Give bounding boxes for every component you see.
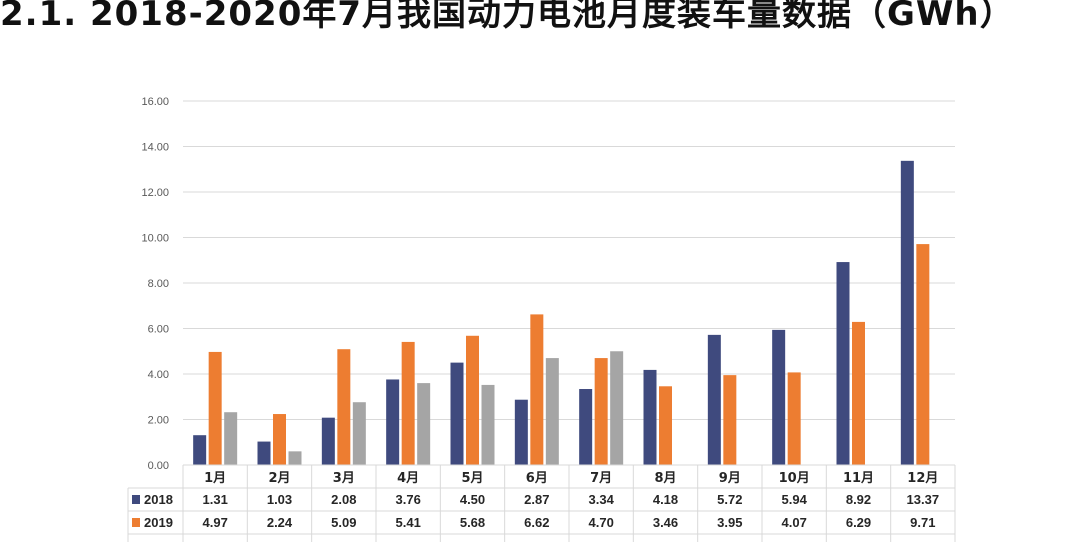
data-label: 13.37	[907, 492, 940, 507]
category-label: 7月	[590, 471, 612, 486]
y-tick-label: 8.00	[148, 278, 169, 290]
bar	[386, 379, 400, 465]
bar	[530, 314, 544, 465]
bar	[257, 441, 271, 465]
bar	[417, 383, 431, 465]
bar	[787, 372, 801, 465]
data-label: 3.34	[589, 492, 615, 507]
y-tick-label: 4.00	[148, 369, 169, 381]
data-label: 5.94	[782, 492, 808, 507]
data-label: 2.24	[267, 515, 293, 530]
data-label: 1.31	[203, 492, 228, 507]
legend-swatch	[132, 495, 140, 504]
data-label: 3.76	[396, 492, 421, 507]
y-tick-label: 10.00	[141, 233, 169, 245]
data-label: 8.92	[846, 492, 871, 507]
y-tick-label: 0.00	[148, 460, 169, 472]
category-label: 8月	[654, 471, 676, 486]
data-label: 2.08	[331, 492, 356, 507]
series-name: 2018	[144, 492, 173, 507]
bar	[659, 386, 672, 465]
data-label: 3.46	[653, 515, 678, 530]
bar	[208, 351, 222, 465]
series-name: 2019	[144, 515, 173, 530]
page-title: 2.1. 2018-2020年7月我国动力电池月度装车量数据（GWh）	[0, 0, 1015, 34]
category-label: 11月	[843, 471, 874, 486]
bar	[610, 351, 624, 465]
bar	[916, 244, 930, 465]
bar	[466, 335, 479, 465]
bar	[321, 417, 335, 465]
data-label: 4.70	[589, 515, 614, 530]
bar	[273, 414, 286, 465]
data-label: 4.97	[203, 515, 228, 530]
data-label: 4.50	[460, 492, 485, 507]
data-label: 9.71	[910, 515, 935, 530]
category-label: 9月	[719, 471, 741, 486]
y-tick-label: 14.00	[141, 142, 169, 154]
data-label: 6.29	[846, 515, 871, 530]
bar	[643, 369, 657, 465]
category-label: 12月	[907, 471, 938, 486]
category-label: 5月	[461, 471, 483, 486]
bar	[450, 362, 464, 465]
data-label: 1.03	[267, 492, 292, 507]
bar	[401, 341, 415, 465]
data-label: 3.95	[717, 515, 742, 530]
data-label: 4.18	[653, 492, 678, 507]
category-label: 2月	[268, 471, 290, 486]
bar	[352, 402, 366, 465]
data-table: 1月 2月 3月 4月 5月 6月 7月 8月 9月 10月 11月 12月 2018 1.31 1.03 2…	[127, 464, 956, 542]
bar	[545, 358, 559, 465]
bar	[481, 384, 495, 465]
data-label: 2.87	[524, 492, 549, 507]
bar	[288, 451, 302, 465]
y-tick-label: 6.00	[148, 324, 169, 336]
bar	[594, 358, 608, 465]
bar	[224, 412, 238, 465]
data-label: 5.41	[396, 515, 421, 530]
data-label: 4.07	[782, 515, 807, 530]
y-tick-label: 2.00	[148, 415, 169, 427]
bar	[579, 389, 593, 465]
bar	[836, 262, 850, 465]
bar	[707, 334, 721, 465]
bar	[514, 399, 528, 465]
legend-swatch	[132, 518, 140, 527]
y-tick-label: 16.00	[141, 96, 169, 108]
bars	[193, 160, 930, 465]
category-label: 4月	[397, 471, 419, 486]
bar	[772, 329, 786, 465]
y-axis-ticks: 0.00 2.00 4.00 6.00 8.00 10.00 12.00 14.00 16.00	[141, 96, 169, 472]
category-label: 1月	[204, 471, 226, 486]
category-label: 10月	[779, 471, 810, 486]
data-label: 6.62	[524, 515, 549, 530]
category-label: 6月	[526, 471, 548, 486]
bar	[852, 321, 865, 465]
data-label: 5.68	[460, 515, 485, 530]
bar	[337, 349, 351, 465]
bar	[900, 160, 914, 465]
bar	[723, 375, 737, 465]
data-label: 5.72	[717, 492, 742, 507]
bar	[193, 435, 207, 465]
category-label: 3月	[333, 471, 355, 486]
data-label: 5.09	[331, 515, 356, 530]
y-tick-label: 12.00	[141, 187, 169, 199]
